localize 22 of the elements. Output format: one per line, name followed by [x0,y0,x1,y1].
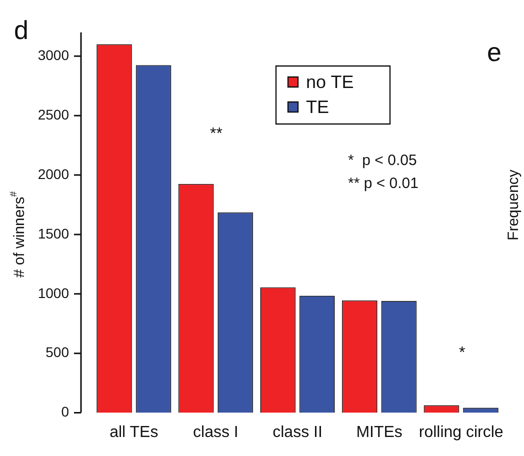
y-tick-label: 2000 [38,166,70,182]
y-tick-label: 3000 [38,47,70,64]
y-axis-title: # of winners# [8,190,28,278]
annotation: * [459,344,466,362]
y-tick-label: 2500 [38,106,70,122]
x-tick-label: class I [193,424,238,441]
x-tick-label: rolling circle [418,424,504,441]
annotation: ** [210,125,222,142]
text: d [14,15,28,46]
annotation: e [487,37,502,68]
y-tick-label: 500 [46,344,70,360]
annotation: * p < 0.05 [348,152,417,170]
legend-label: no TE [306,72,354,92]
x-tick-label: class II [272,424,322,441]
text: Frequency [505,169,522,240]
y-tick-label: 0 [61,404,70,420]
x-tick-label: all TEs [110,424,158,441]
y-tick-label: 1500 [38,225,70,242]
legend-label: TE [306,96,330,117]
annotation: ** p < 0.01 [348,175,418,192]
x-tick-label: MITEs [356,424,402,441]
y-tick-label: 1000 [38,284,70,301]
